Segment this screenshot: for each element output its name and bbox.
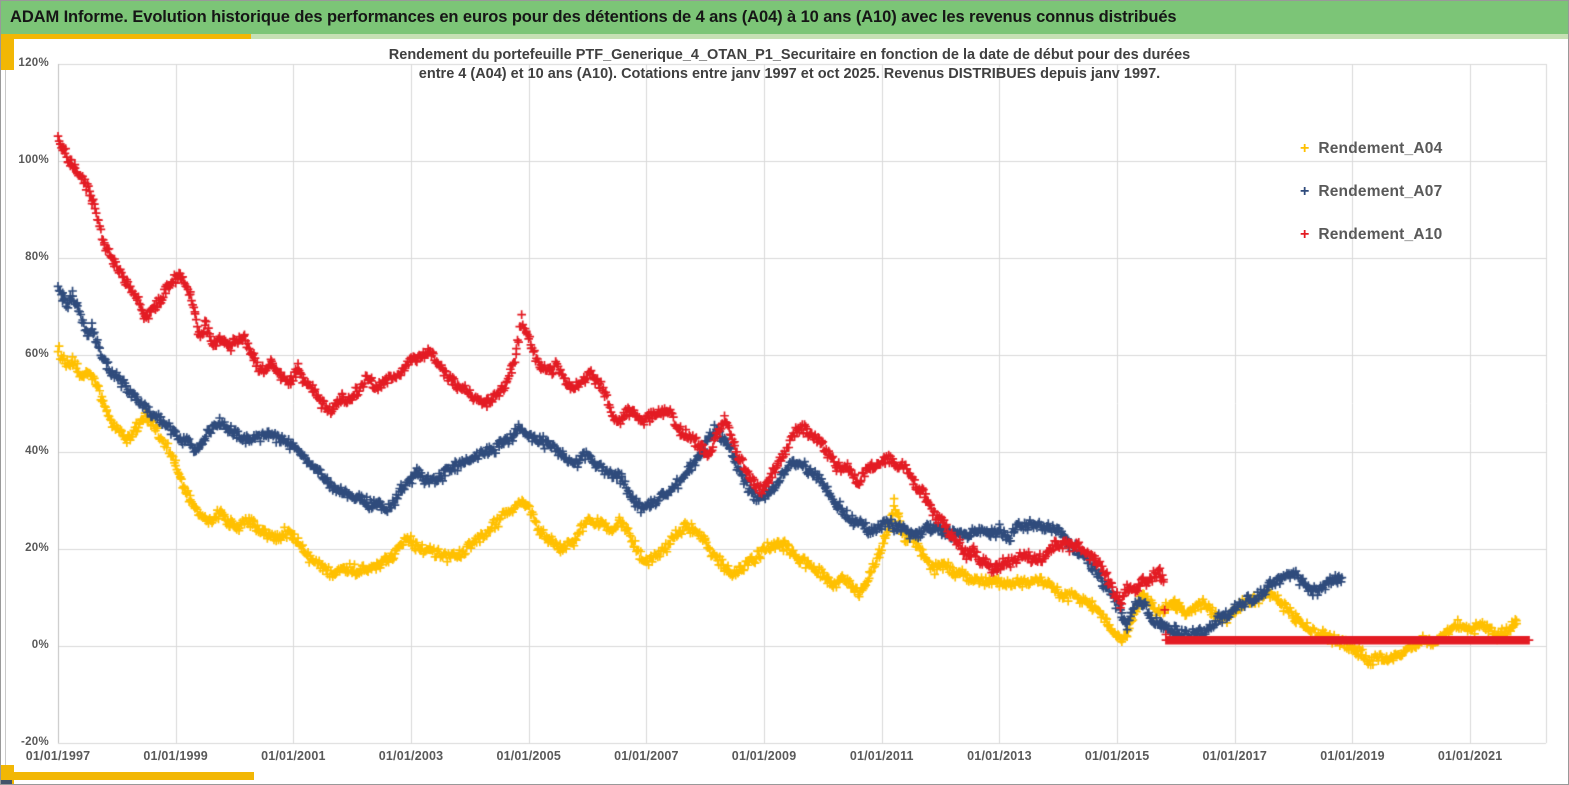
left-accent-block: [1, 34, 14, 70]
legend-item-Rendement_A04[interactable]: + Rendement_A04: [1300, 137, 1442, 161]
bottom-accent-block: [1, 765, 14, 784]
x-axis-label: 01/01/2009: [731, 749, 797, 763]
y-axis-label: -20%: [20, 736, 49, 748]
y-axis-label: 0%: [31, 639, 49, 651]
x-axis-label: 01/01/2021: [1437, 749, 1503, 763]
y-axis-label: 80%: [25, 251, 49, 263]
plus-marker-icon: +: [1300, 226, 1310, 243]
x-axis-label: 01/01/2015: [1084, 749, 1150, 763]
x-axis-label: 01/01/1999: [143, 749, 208, 763]
y-axis-label: 40%: [25, 445, 49, 457]
legend-label: Rendement_A04: [1318, 140, 1443, 157]
chart-title-line1: Rendement du portefeuille PTF_Generique_…: [388, 47, 1191, 63]
left-edge-line: [5, 70, 6, 770]
x-axis-label: 01/01/2017: [1202, 749, 1268, 763]
y-axis-label: 120%: [18, 57, 49, 69]
y-axis-label: 20%: [25, 542, 49, 554]
bottom-blue-sliver: [1, 780, 12, 784]
x-axis-label: 01/01/2003: [378, 749, 444, 763]
x-axis-label: 01/01/2007: [614, 749, 679, 763]
plus-marker-icon: +: [1300, 183, 1310, 200]
y-axis-label: 100%: [18, 154, 49, 166]
legend-item-Rendement_A07[interactable]: + Rendement_A07: [1300, 180, 1442, 204]
bottom-accent-bar: [5, 772, 254, 780]
chart-title: Rendement du portefeuille PTF_Generique_…: [58, 46, 1521, 84]
x-axis-label: 01/01/2013: [967, 749, 1032, 763]
x-axis-label: 01/01/2011: [849, 749, 914, 763]
legend-item-Rendement_A10[interactable]: + Rendement_A10: [1300, 223, 1442, 247]
chart-title-line2: entre 4 (A04) et 10 ans (A10). Cotations…: [418, 66, 1161, 82]
x-axis-label: 01/01/2019: [1320, 749, 1385, 763]
legend-label: Rendement_A10: [1318, 226, 1443, 243]
x-axis-label: 01/01/2001: [261, 749, 326, 763]
x-axis-label: 01/01/2005: [496, 749, 561, 763]
x-axis-label: 01/01/1997: [25, 749, 91, 763]
y-axis-label: 60%: [25, 348, 49, 360]
legend-label: Rendement_A07: [1318, 183, 1443, 200]
plus-marker-icon: +: [1300, 140, 1310, 157]
